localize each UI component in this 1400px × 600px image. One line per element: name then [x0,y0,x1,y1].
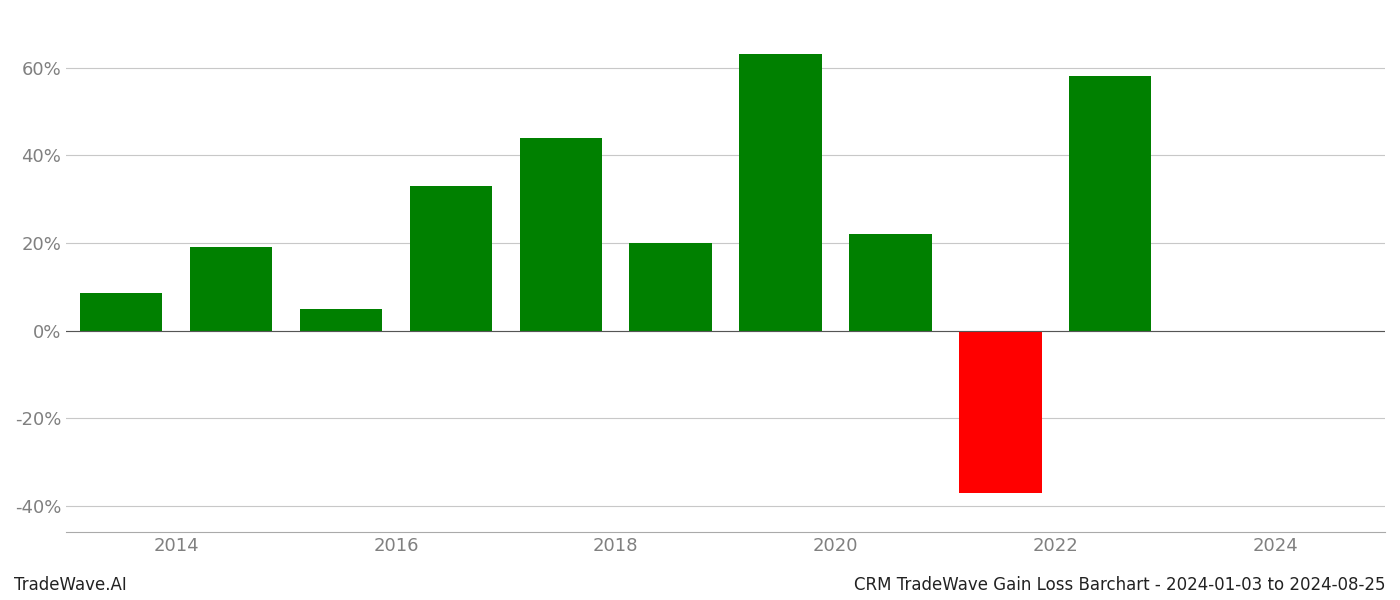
Bar [300,308,382,331]
Bar [630,243,711,331]
Bar [959,331,1042,493]
Bar [1070,76,1151,331]
Bar [850,234,931,331]
Bar [190,247,272,331]
Bar [739,55,822,331]
Bar [519,138,602,331]
Bar [410,186,491,331]
Text: TradeWave.AI: TradeWave.AI [14,576,127,594]
Bar [80,293,162,331]
Text: CRM TradeWave Gain Loss Barchart - 2024-01-03 to 2024-08-25: CRM TradeWave Gain Loss Barchart - 2024-… [854,576,1386,594]
